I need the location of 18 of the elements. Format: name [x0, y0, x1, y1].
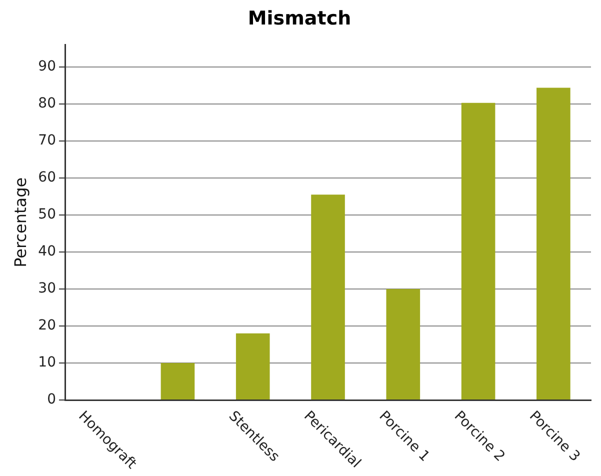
y-tick-label: 70 — [38, 132, 56, 149]
y-tick-label: 10 — [38, 354, 56, 371]
bar — [236, 333, 270, 400]
y-tick-label: 0 — [47, 392, 56, 408]
chart-title: Mismatch — [248, 7, 352, 30]
bar — [386, 289, 420, 400]
bar — [160, 363, 195, 400]
y-tick-label: 40 — [38, 244, 56, 260]
bar — [311, 194, 345, 400]
y-tick-label: 60 — [38, 170, 56, 186]
y-tick-label: 20 — [38, 318, 56, 334]
y-tick-label: 90 — [38, 58, 56, 75]
y-tick-label: 80 — [38, 96, 56, 112]
y-tick-label: 50 — [38, 206, 56, 223]
y-axis-title: Percentage — [10, 177, 30, 268]
y-tick-label: 30 — [38, 280, 56, 297]
bar — [461, 102, 496, 400]
bar — [536, 88, 570, 400]
